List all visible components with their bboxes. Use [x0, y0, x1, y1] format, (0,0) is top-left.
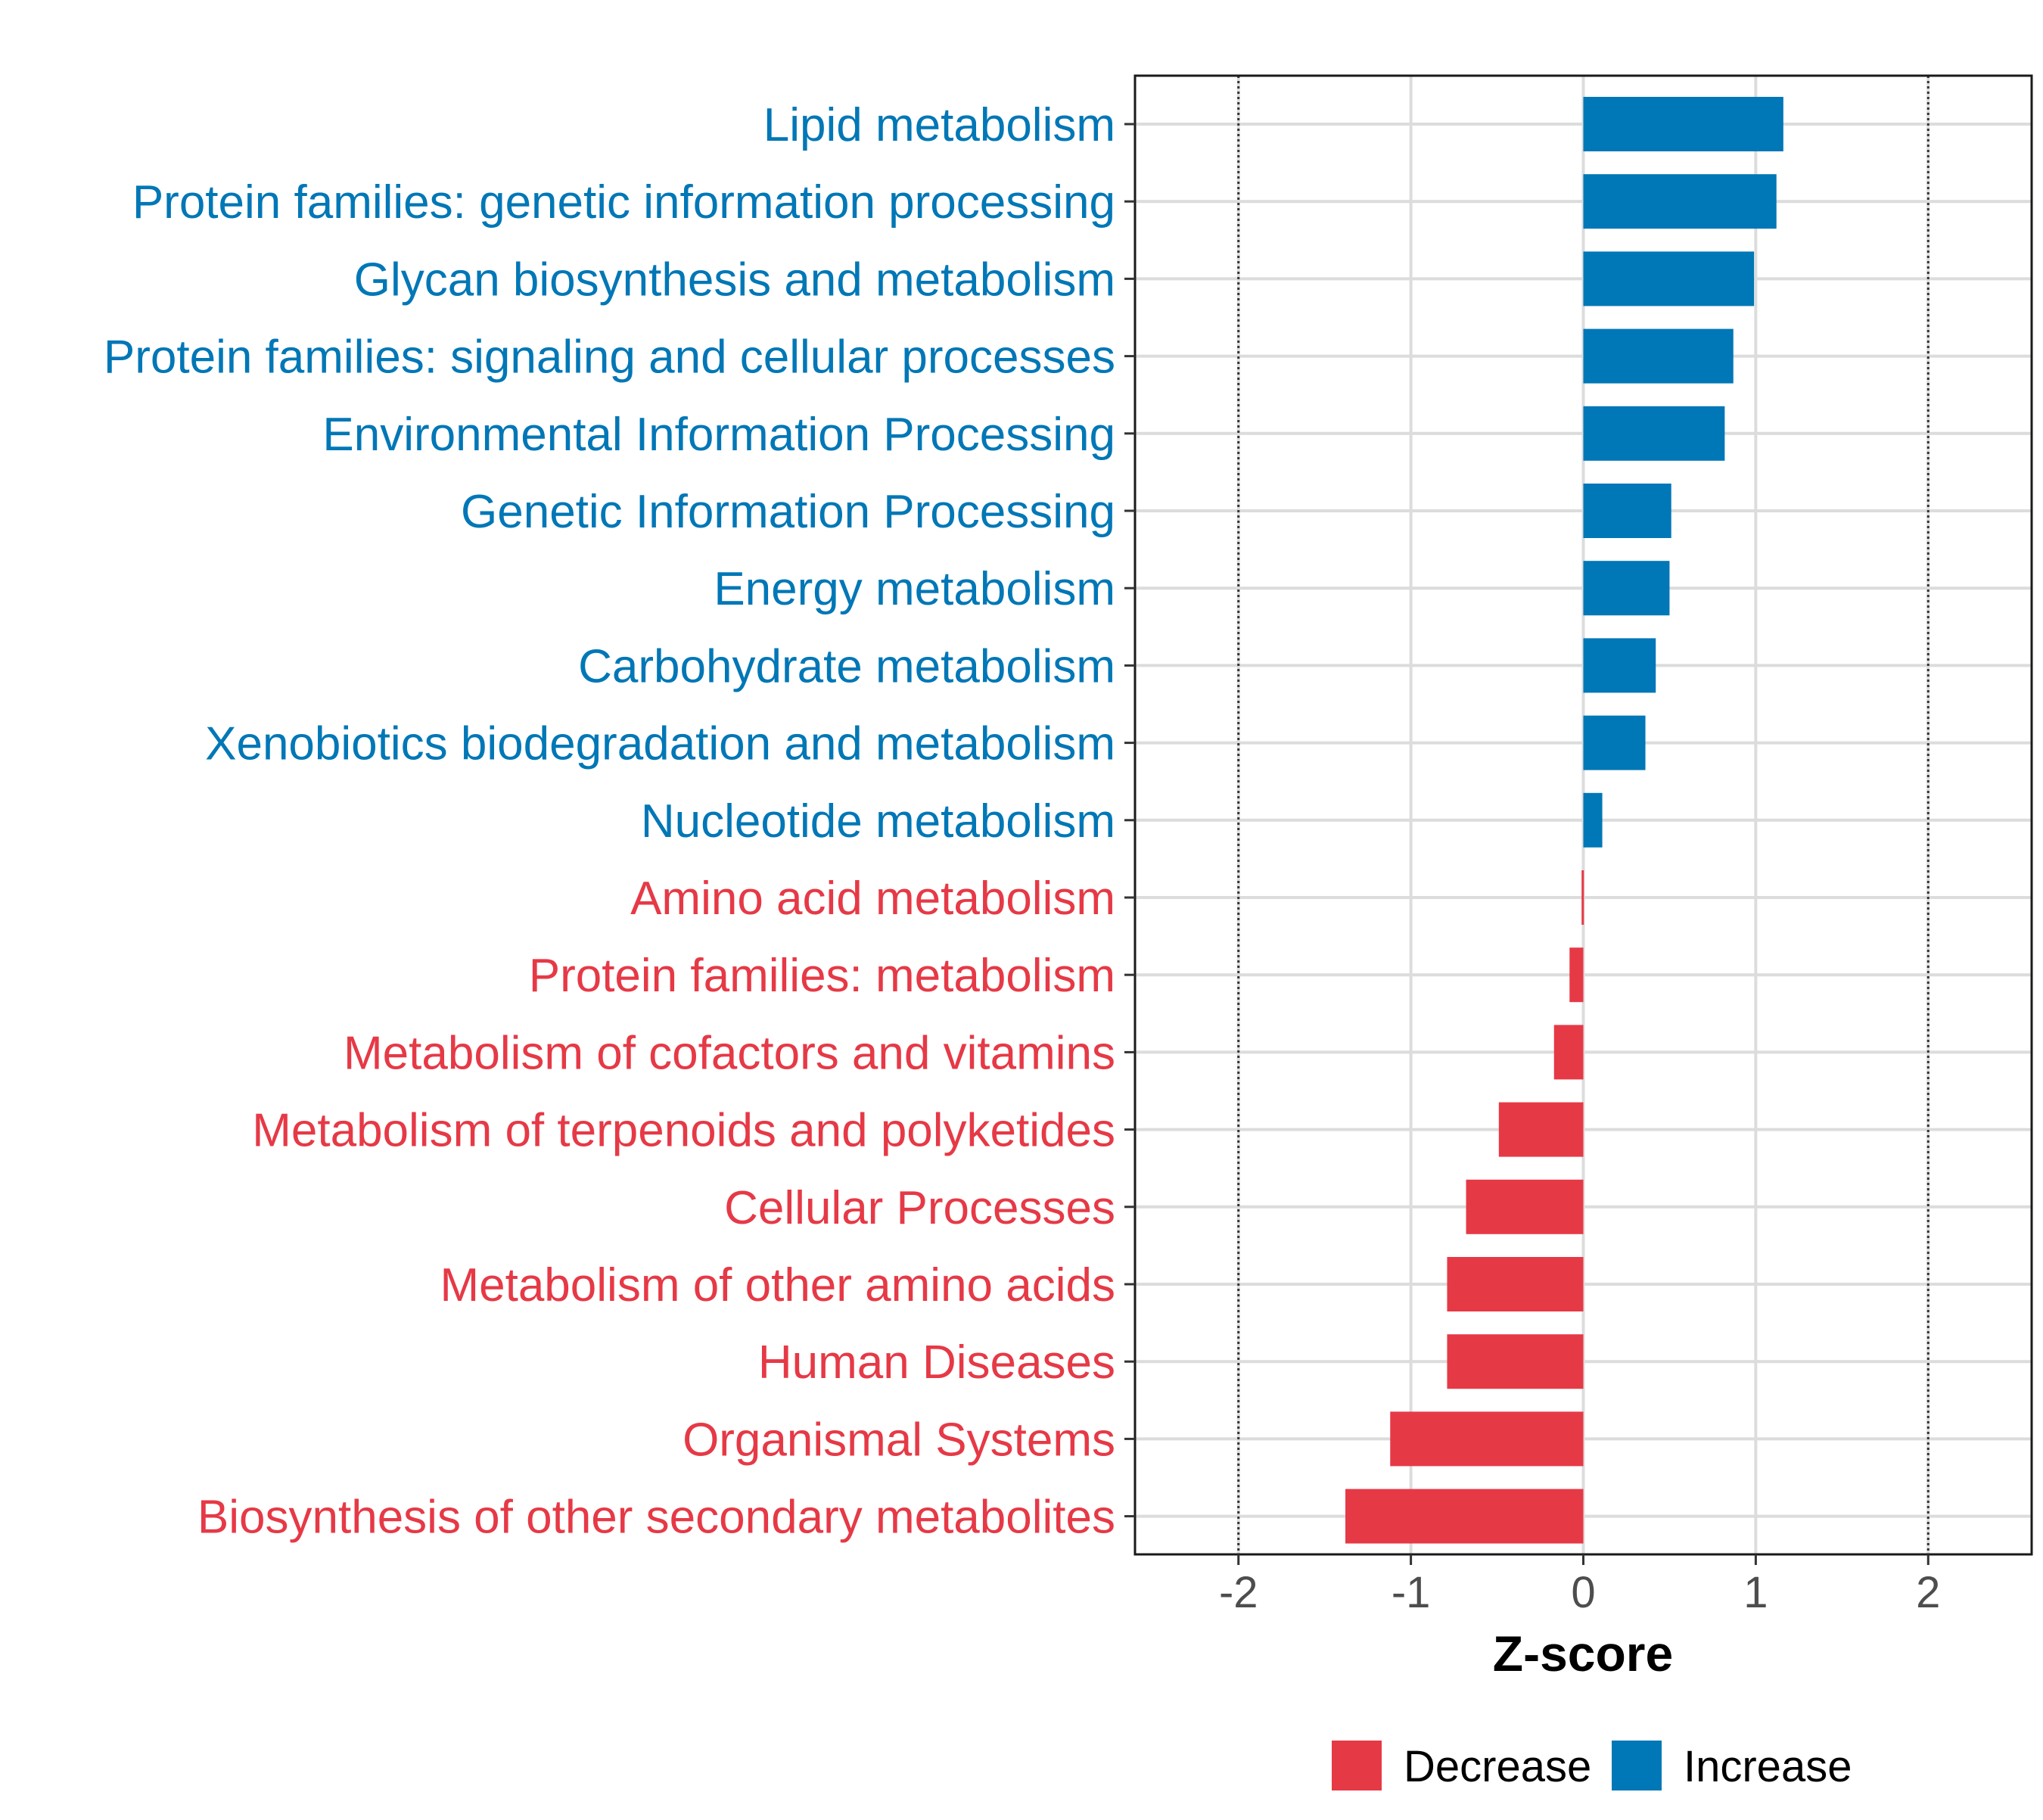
bar-8 — [1583, 715, 1646, 770]
bar-12 — [1553, 1025, 1584, 1080]
legend-key-0 — [1332, 1741, 1382, 1790]
x-tick-label-2: 0 — [1571, 1568, 1595, 1617]
category-label-3: Protein families: signaling and cellular… — [104, 331, 1115, 384]
x-tick-label-0: -2 — [1219, 1568, 1258, 1617]
bar-14 — [1466, 1179, 1584, 1234]
category-label-13: Metabolism of terpenoids and polyketides — [252, 1105, 1115, 1157]
x-tick-label-4: 2 — [1916, 1568, 1940, 1617]
bar-9 — [1583, 792, 1603, 848]
bar-17 — [1390, 1411, 1584, 1467]
bar-10 — [1581, 870, 1584, 925]
legend-label-0: Decrease — [1404, 1742, 1591, 1791]
category-label-11: Protein families: metabolism — [529, 950, 1115, 1002]
bar-7 — [1583, 638, 1656, 693]
category-label-2: Glycan biosynthesis and metabolism — [354, 254, 1115, 306]
category-label-14: Cellular Processes — [724, 1182, 1115, 1234]
category-label-1: Protein families: genetic information pr… — [132, 176, 1115, 229]
y-axis-labels: Lipid metabolism Protein families: geneti… — [104, 99, 1115, 1544]
bar-15 — [1447, 1257, 1584, 1311]
bar-4 — [1583, 406, 1725, 461]
x-tick-label-1: -1 — [1392, 1568, 1431, 1617]
category-label-18: Biosynthesis of other secondary metaboli… — [197, 1492, 1115, 1544]
category-label-16: Human Diseases — [758, 1336, 1115, 1389]
category-label-10: Amino acid metabolism — [630, 873, 1115, 925]
category-label-7: Carbohydrate metabolism — [578, 640, 1115, 692]
legend-key-1 — [1612, 1741, 1662, 1790]
category-label-15: Metabolism of other amino acids — [440, 1259, 1115, 1311]
legend: Decrease Increase — [1332, 1741, 1852, 1791]
x-axis-ticks: -2 -1 0 1 2 — [1219, 1554, 1940, 1617]
category-label-0: Lipid metabolism — [763, 99, 1115, 151]
bar-6 — [1583, 561, 1670, 616]
bars-layer — [1345, 97, 1783, 1544]
bar-0 — [1583, 97, 1783, 151]
category-label-12: Metabolism of cofactors and vitamins — [344, 1027, 1115, 1079]
category-label-17: Organismal Systems — [683, 1414, 1115, 1466]
bar-2 — [1583, 251, 1755, 306]
x-tick-label-3: 1 — [1743, 1568, 1768, 1617]
category-label-5: Genetic Information Processing — [461, 486, 1115, 538]
bar-13 — [1498, 1102, 1584, 1157]
bar-16 — [1447, 1334, 1584, 1389]
bar-18 — [1345, 1489, 1584, 1544]
x-axis-title: Z-score — [1493, 1626, 1673, 1682]
category-label-9: Nucleotide metabolism — [641, 795, 1115, 848]
category-label-8: Xenobiotics biodegradation and metabolis… — [205, 718, 1115, 770]
bar-11 — [1569, 947, 1584, 1003]
category-label-6: Energy metabolism — [714, 563, 1115, 615]
category-label-4: Environmental Information Processing — [322, 409, 1115, 461]
bar-3 — [1583, 328, 1734, 384]
bar-5 — [1583, 484, 1671, 538]
y-axis-ticks — [1124, 123, 1135, 1518]
bar-1 — [1583, 174, 1777, 229]
legend-label-1: Increase — [1684, 1742, 1852, 1791]
